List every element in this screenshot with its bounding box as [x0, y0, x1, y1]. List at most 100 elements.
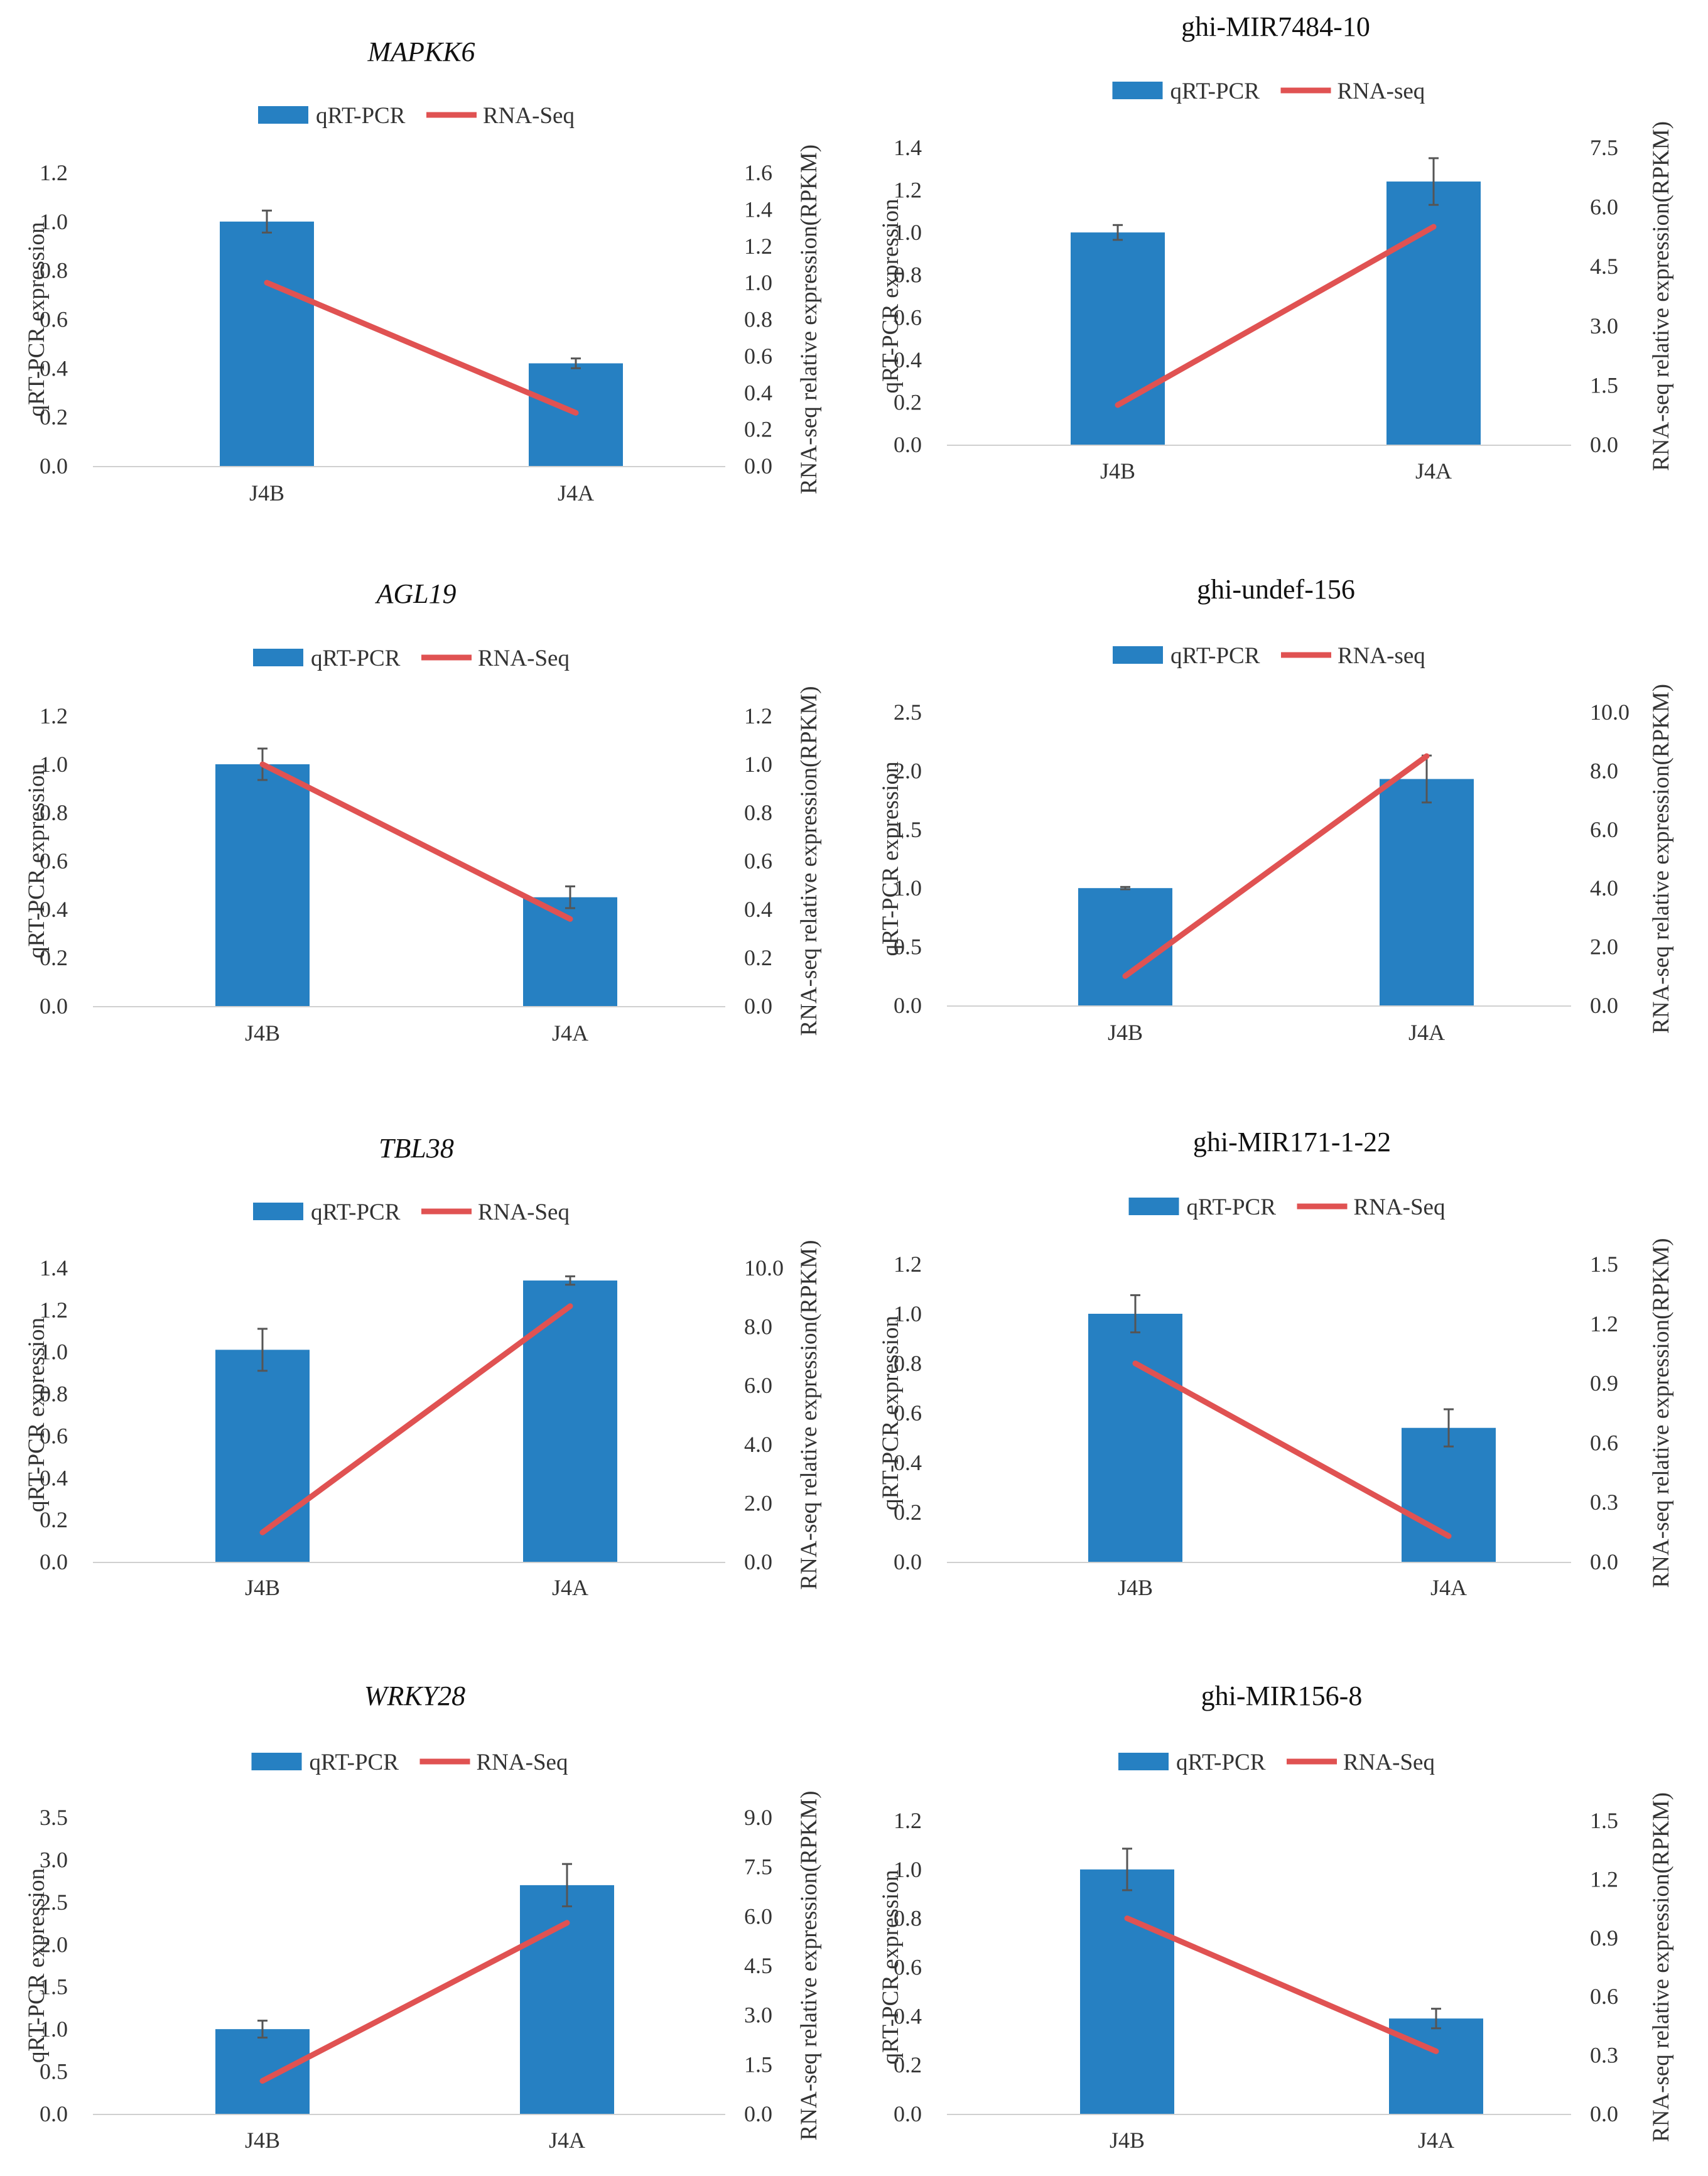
y-tick-label: 0.6	[40, 307, 68, 332]
y-tick-label: 0.4	[894, 347, 922, 372]
chart-panel-1: MAPKK6 qRT-PCR RNA-Seq 0.0 0.2 0.4 0.6 0.8 1.0 1.…	[24, 36, 822, 506]
chart-title: ghi-MIR7484-10	[1181, 11, 1370, 42]
legend-label-line: RNA-Seq	[478, 646, 570, 671]
chart-panel-4: ghi-undef-156 qRT-PCR RNA-seq 0.0 0.5 1.0 1.5 2…	[878, 574, 1674, 1045]
y2-tick-label: 1.2	[1590, 1866, 1618, 1892]
y2-tick-label: 10.0	[1590, 700, 1630, 725]
legend-label-line: RNA-Seq	[478, 1199, 570, 1225]
error-bar	[571, 357, 581, 369]
y-tick-label: 1.4	[40, 1255, 68, 1280]
y2-tick-label: 1.4	[744, 197, 772, 222]
legend-bar-swatch	[258, 106, 308, 124]
y-tick-label: 1.4	[894, 135, 922, 160]
y2-axis-label: RNA-seq relative expression(RPKM)	[1648, 121, 1674, 471]
y-tick-label: 0.8	[894, 1906, 922, 1931]
legend-label-line: RNA-Seq	[1354, 1194, 1446, 1220]
legend-bar-swatch	[251, 1753, 302, 1770]
bar-j4b	[1088, 1314, 1182, 1562]
chart-panel-6: ghi-MIR171-1-22 qRT-PCR RNA-Seq 0.0 0.2 0.4 0.…	[878, 1127, 1674, 1600]
y2-tick-label: 3.0	[1590, 313, 1618, 338]
y2-tick-label: 8.0	[1590, 758, 1618, 783]
x-tick-label: J4B	[245, 1575, 280, 1600]
y-tick-label: 0.2	[894, 2052, 922, 2077]
legend-label-line: RNA-Seq	[1343, 1750, 1435, 1775]
y-tick-label: 0.6	[894, 1955, 922, 1980]
y-axis-label: qRT-PCR expression	[878, 762, 904, 956]
y2-tick-label: 0.6	[744, 344, 772, 369]
y-tick-label: 0.0	[894, 993, 922, 1018]
y2-tick-label: 6.0	[744, 1903, 772, 1929]
y2-tick-label: 0.0	[744, 453, 772, 479]
y2-tick-label: 0.2	[744, 945, 772, 970]
y-tick-label: 0.4	[40, 355, 68, 381]
y2-tick-label: 0.9	[1590, 1925, 1618, 1951]
y2-tick-label: 1.5	[1590, 1808, 1618, 1833]
y-axis-label: qRT-PCR expression	[24, 222, 50, 417]
error-bar	[1130, 1294, 1140, 1334]
legend-bar-swatch	[1112, 82, 1163, 99]
y2-tick-label: 1.5	[1590, 372, 1618, 398]
y2-tick-label: 0.6	[1590, 1430, 1618, 1455]
y-tick-label: 0.8	[40, 800, 68, 825]
error-bar	[565, 885, 575, 909]
y-tick-label: 0.5	[894, 934, 922, 960]
bar-j4a	[1402, 1427, 1496, 1562]
y2-tick-label: 0.2	[744, 417, 772, 442]
y-tick-label: 0.0	[40, 453, 68, 479]
y2-tick-label: 0.0	[744, 2101, 772, 2126]
y2-axis-label: RNA-seq relative expression(RPKM)	[796, 144, 822, 494]
y2-tick-label: 6.0	[1590, 817, 1618, 842]
chart-title: ghi-MIR156-8	[1201, 1681, 1363, 1711]
legend-label-bars: qRT-PCR	[311, 646, 401, 671]
y2-tick-label: 0.3	[1590, 1490, 1618, 1515]
y2-tick-label: 2.0	[744, 1490, 772, 1515]
y-tick-label: 0.8	[40, 1382, 68, 1407]
y2-axis-label: RNA-seq relative expression(RPKM)	[796, 1240, 822, 1590]
x-tick-label: J4A	[1408, 1020, 1445, 1045]
y2-axis-label: RNA-seq relative expression(RPKM)	[796, 686, 822, 1036]
x-tick-label: J4B	[249, 480, 284, 506]
legend: qRT-PCR RNA-Seq	[1128, 1194, 1446, 1220]
y2-tick-label: 0.9	[1590, 1371, 1618, 1396]
legend-bar-swatch	[1113, 646, 1163, 664]
y-tick-label: 0.4	[894, 1450, 922, 1475]
x-tick-label: J4B	[1118, 1575, 1153, 1600]
x-tick-label: J4B	[1110, 2128, 1145, 2153]
legend: qRT-PCR RNA-Seq	[253, 646, 570, 671]
rna-seq-line	[1132, 1360, 1452, 1539]
y-tick-label: 1.2	[894, 1252, 922, 1277]
y-tick-label: 0.2	[40, 945, 68, 970]
y2-axis-label: RNA-seq relative expression(RPKM)	[1648, 684, 1674, 1034]
legend: qRT-PCR RNA-Seq	[1118, 1750, 1435, 1775]
y2-tick-label: 0.6	[744, 848, 772, 874]
y2-tick-label: 0.8	[744, 800, 772, 825]
legend: qRT-PCR RNA-seq	[1113, 643, 1425, 669]
y-tick-label: 1.0	[40, 752, 68, 777]
chart-panel-7: WRKY28 qRT-PCR RNA-Seq 0.0 0.5 1.0 1.5 2.0 2.5 3.…	[24, 1681, 822, 2153]
bar-j4b	[215, 2029, 310, 2114]
rna-seq-line	[1122, 753, 1430, 979]
y-tick-label: 0.0	[40, 1549, 68, 1574]
chart-title: TBL38	[379, 1133, 454, 1164]
error-bar	[1122, 1848, 1132, 1892]
y-tick-label: 0.2	[40, 404, 68, 430]
rna-seq-line	[264, 279, 579, 416]
chart-panel-3: AGL19 qRT-PCR RNA-Seq 0.0 0.2 0.4 0.6 0.8 1.0 1.2…	[24, 578, 822, 1046]
y2-tick-label: 1.5	[744, 2052, 772, 2077]
bar-j4b	[1071, 232, 1165, 445]
chart-title: ghi-undef-156	[1197, 574, 1355, 605]
y-tick-label: 1.2	[894, 1808, 922, 1833]
legend: qRT-PCR RNA-Seq	[251, 1750, 568, 1775]
bar-j4b	[1080, 1869, 1174, 2114]
legend: qRT-PCR RNA-Seq	[258, 103, 575, 129]
legend-bar-swatch	[253, 1203, 303, 1220]
x-tick-label: J4A	[1418, 2128, 1454, 2153]
y-tick-label: 1.0	[894, 1301, 922, 1326]
y-tick-label: 2.5	[40, 1890, 68, 1915]
rna-seq-line	[259, 1920, 570, 2084]
error-bar	[1120, 885, 1130, 890]
y-axis-label: qRT-PCR expression	[878, 199, 904, 394]
y-tick-label: 0.5	[40, 2059, 68, 2084]
bar-j4b	[215, 764, 310, 1006]
y-tick-label: 1.0	[894, 875, 922, 901]
